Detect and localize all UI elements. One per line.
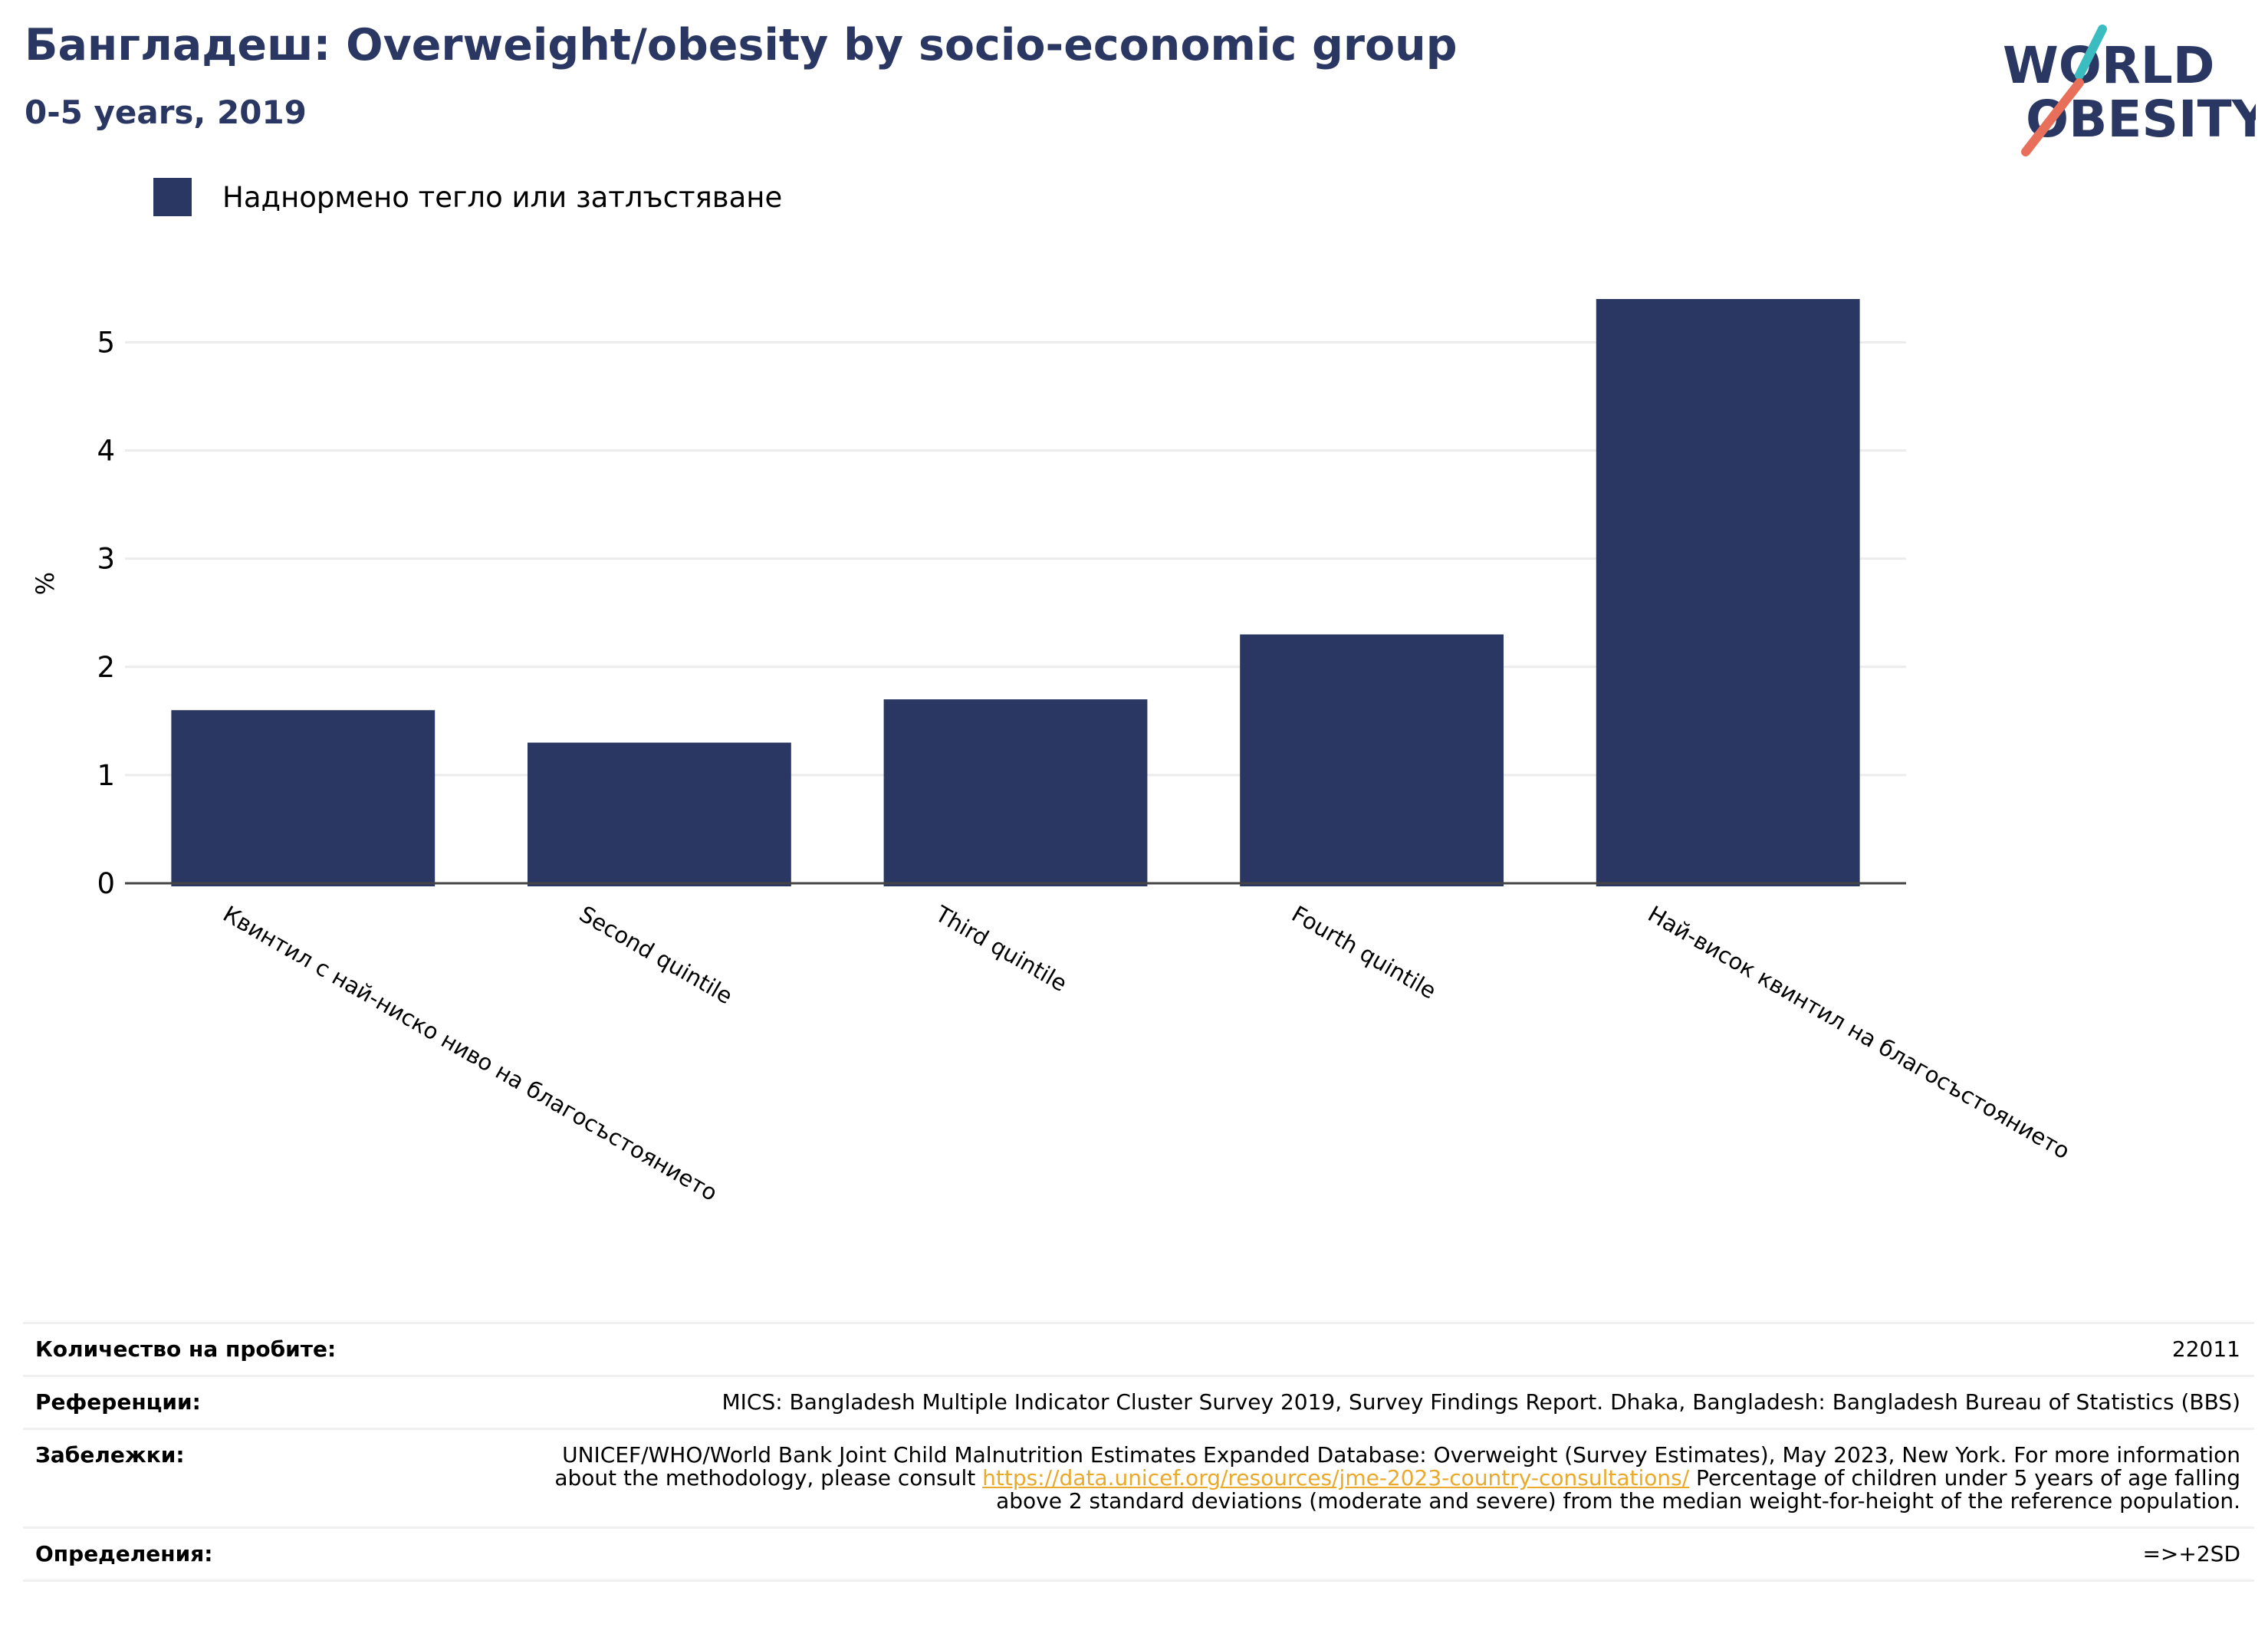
bars [171,299,1860,886]
footer-row-notes: Забележки: UNICEF/WHO/World Bank Joint C… [23,1428,2254,1527]
logo-teal-slash [2075,25,2107,80]
bar[interactable] [171,710,436,886]
legend-label: Наднормено тегло или затлъстяване [222,180,783,214]
y-tick-label: 5 [97,326,115,359]
y-tick-label: 4 [97,435,115,468]
x-tick-label: Fourth quintile [1287,901,1441,1004]
footer-value: 22011 [2171,1336,2240,1362]
notes-text-after: Percentage of children under 5 years of … [996,1465,2240,1514]
chart-subtitle: 0-5 years, 2019 [25,94,307,131]
bar[interactable] [1240,634,1504,886]
footer-key: Референции: [35,1389,201,1415]
footer-value: MICS: Bangladesh Multiple Indicator Clus… [721,1389,2240,1415]
footer-key: Количество на пробите: [35,1336,337,1362]
bar[interactable] [1596,299,1860,886]
methodology-link[interactable]: https://data.unicef.org/resources/jme-20… [982,1465,1690,1491]
y-axis-label: % [31,572,60,595]
y-tick-labels: 0 1 2 3 4 5 [97,326,115,900]
footer-row-sample: Количество на пробите: 22011 [23,1322,2254,1375]
footer-value: UNICEF/WHO/World Bank Joint Child Malnut… [554,1444,2240,1513]
y-tick-label: 2 [97,651,115,684]
footer-value: =>+2SD [2142,1541,2240,1566]
bar[interactable] [883,699,1148,886]
notes-text-before: UNICEF/WHO/World Bank Joint Child Malnut… [554,1442,2240,1491]
x-tick-label: Second quintile [575,901,737,1010]
footer-row-references: Референции: MICS: Bangladesh Multiple In… [23,1375,2254,1428]
y-tick-label: 0 [97,867,115,900]
footer-table: Количество на пробите: 22011 Референции:… [23,1322,2254,1582]
legend-swatch [153,178,192,216]
x-tick-label: Third quintile [931,900,1072,997]
y-tick-label: 1 [97,759,115,792]
logo-red-slash [2021,78,2084,156]
x-tick-labels: Квинтил с най-ниско ниво на благосъстоян… [219,900,2074,1206]
footer-key: Определения: [35,1541,213,1566]
footer-key: Забележки: [35,1442,185,1468]
chart-title: Бангладеш: Overweight/obesity by socio-e… [25,20,1458,71]
legend[interactable]: Наднормено тегло или затлъстяване [153,178,782,216]
logo-line1: WORLD [2003,36,2215,95]
world-obesity-logo: WORLD OBESITY [2003,25,2256,156]
x-tick-label: Най-висок квинтил на благосъстоянието [1644,901,2075,1165]
footer-row-definitions: Определения: =>+2SD [23,1527,2254,1582]
bar-chart: 0 1 2 3 4 5 Квинтил с най-ниско ниво на благо… [31,299,2074,1206]
y-tick-label: 3 [97,543,115,576]
bar[interactable] [527,742,791,886]
